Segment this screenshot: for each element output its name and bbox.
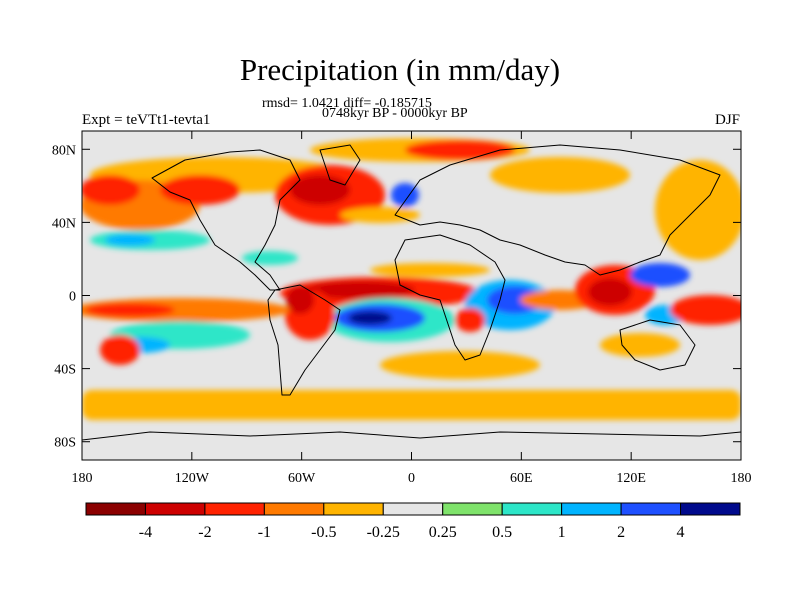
greenland-coastline xyxy=(319,144,361,186)
colorbar-segment xyxy=(620,502,682,516)
anomaly-patch xyxy=(455,308,485,332)
colorbar-segment xyxy=(144,502,206,516)
lon-tick-label: 120E xyxy=(616,471,646,486)
season-label: DJF xyxy=(714,112,740,128)
period-line: 0748kyr BP - 0000kyr BP xyxy=(322,106,468,121)
lon-tick-label: 60E xyxy=(510,471,533,486)
stats-line: rmsd= 1.0421 diff= -0.185715 xyxy=(262,96,432,111)
eurasia-coastline xyxy=(394,144,721,276)
lon-tick-label: 180 xyxy=(731,471,752,486)
lat-tick-label: 40S xyxy=(54,363,76,378)
lon-tick-label: 120W xyxy=(175,471,210,486)
colorbar-segment xyxy=(442,502,503,516)
anomaly-patch xyxy=(305,281,415,299)
anomaly-patch xyxy=(487,286,543,314)
lat-tick-label: 80S xyxy=(54,436,76,451)
colorbar-label: -1 xyxy=(258,524,271,541)
colorbar-segment xyxy=(263,502,325,516)
colorbar-segment xyxy=(382,502,444,516)
colorbar-label: -0.25 xyxy=(367,524,400,541)
colorbar-segment xyxy=(323,502,384,516)
anomaly-patch xyxy=(630,263,690,287)
colorbar: -4 -2 -1 -0.5 -0.25 0.25 0.5 1 2 4 xyxy=(85,502,741,541)
colorbar-label: -4 xyxy=(139,524,152,541)
south-america-coastline xyxy=(267,284,341,396)
anomaly-patch xyxy=(82,175,140,205)
anomaly-patch xyxy=(670,295,741,325)
colorbar-segment xyxy=(85,502,146,516)
anomaly-patch xyxy=(100,335,140,365)
anomaly-patch xyxy=(242,251,298,265)
colorbar-label: 0.25 xyxy=(429,524,457,541)
colorbar-label: -2 xyxy=(198,524,211,541)
colorbar-label: 4 xyxy=(677,524,685,541)
anomaly-patch xyxy=(600,333,680,357)
lon-tick-label: 60W xyxy=(288,471,316,486)
antarctica-coastline xyxy=(82,431,741,441)
colorbar-label: 0.5 xyxy=(492,524,512,541)
anomaly-patch xyxy=(380,351,540,379)
lat-tick-label: 40N xyxy=(52,216,76,231)
anomaly-patch xyxy=(105,234,155,246)
lon-tick-label: 180 xyxy=(72,471,93,486)
anomaly-patch xyxy=(391,183,419,207)
colorbar-segment xyxy=(204,502,265,516)
anomaly-patch xyxy=(348,311,392,325)
anomaly-patch xyxy=(370,263,490,277)
australia-coastline xyxy=(619,319,696,371)
africa-coastline xyxy=(394,234,506,361)
coastlines xyxy=(82,144,741,441)
precipitation-anomaly-field xyxy=(82,138,741,441)
map-area: 80N 40N 0 40S 80S 180 120W 60W 0 60E 120E 180 xyxy=(52,130,752,486)
anomaly-patch xyxy=(340,207,420,223)
anomaly-patch xyxy=(405,140,515,160)
colorbar-label: 2 xyxy=(617,524,625,541)
anomaly-patch xyxy=(85,303,175,317)
lat-tick-label: 0 xyxy=(69,290,76,305)
colorbar-label: -0.5 xyxy=(311,524,336,541)
lat-tick-label: 80N xyxy=(52,143,76,158)
colorbar-segment xyxy=(680,502,741,516)
anomaly-patch xyxy=(588,278,632,306)
anomaly-patch xyxy=(290,175,350,205)
anomaly-patch xyxy=(490,157,630,193)
map-title: Precipitation (in mm/day) xyxy=(239,52,561,87)
anomaly-patch xyxy=(82,390,741,420)
experiment-label: Expt = teVTt1-tevta1 xyxy=(82,112,211,128)
colorbar-segment xyxy=(501,502,563,516)
lon-tick-label: 0 xyxy=(408,471,415,486)
colorbar-label: 1 xyxy=(558,524,566,541)
anomaly-patch xyxy=(655,160,741,260)
anomaly-patch xyxy=(160,175,240,205)
map-axis-ticks: 80N 40N 0 40S 80S 180 120W 60W 0 60E 120E 180 xyxy=(52,131,752,486)
colorbar-segment xyxy=(561,502,622,516)
anomaly-patch xyxy=(286,286,314,314)
north-america-coastline xyxy=(151,149,301,291)
